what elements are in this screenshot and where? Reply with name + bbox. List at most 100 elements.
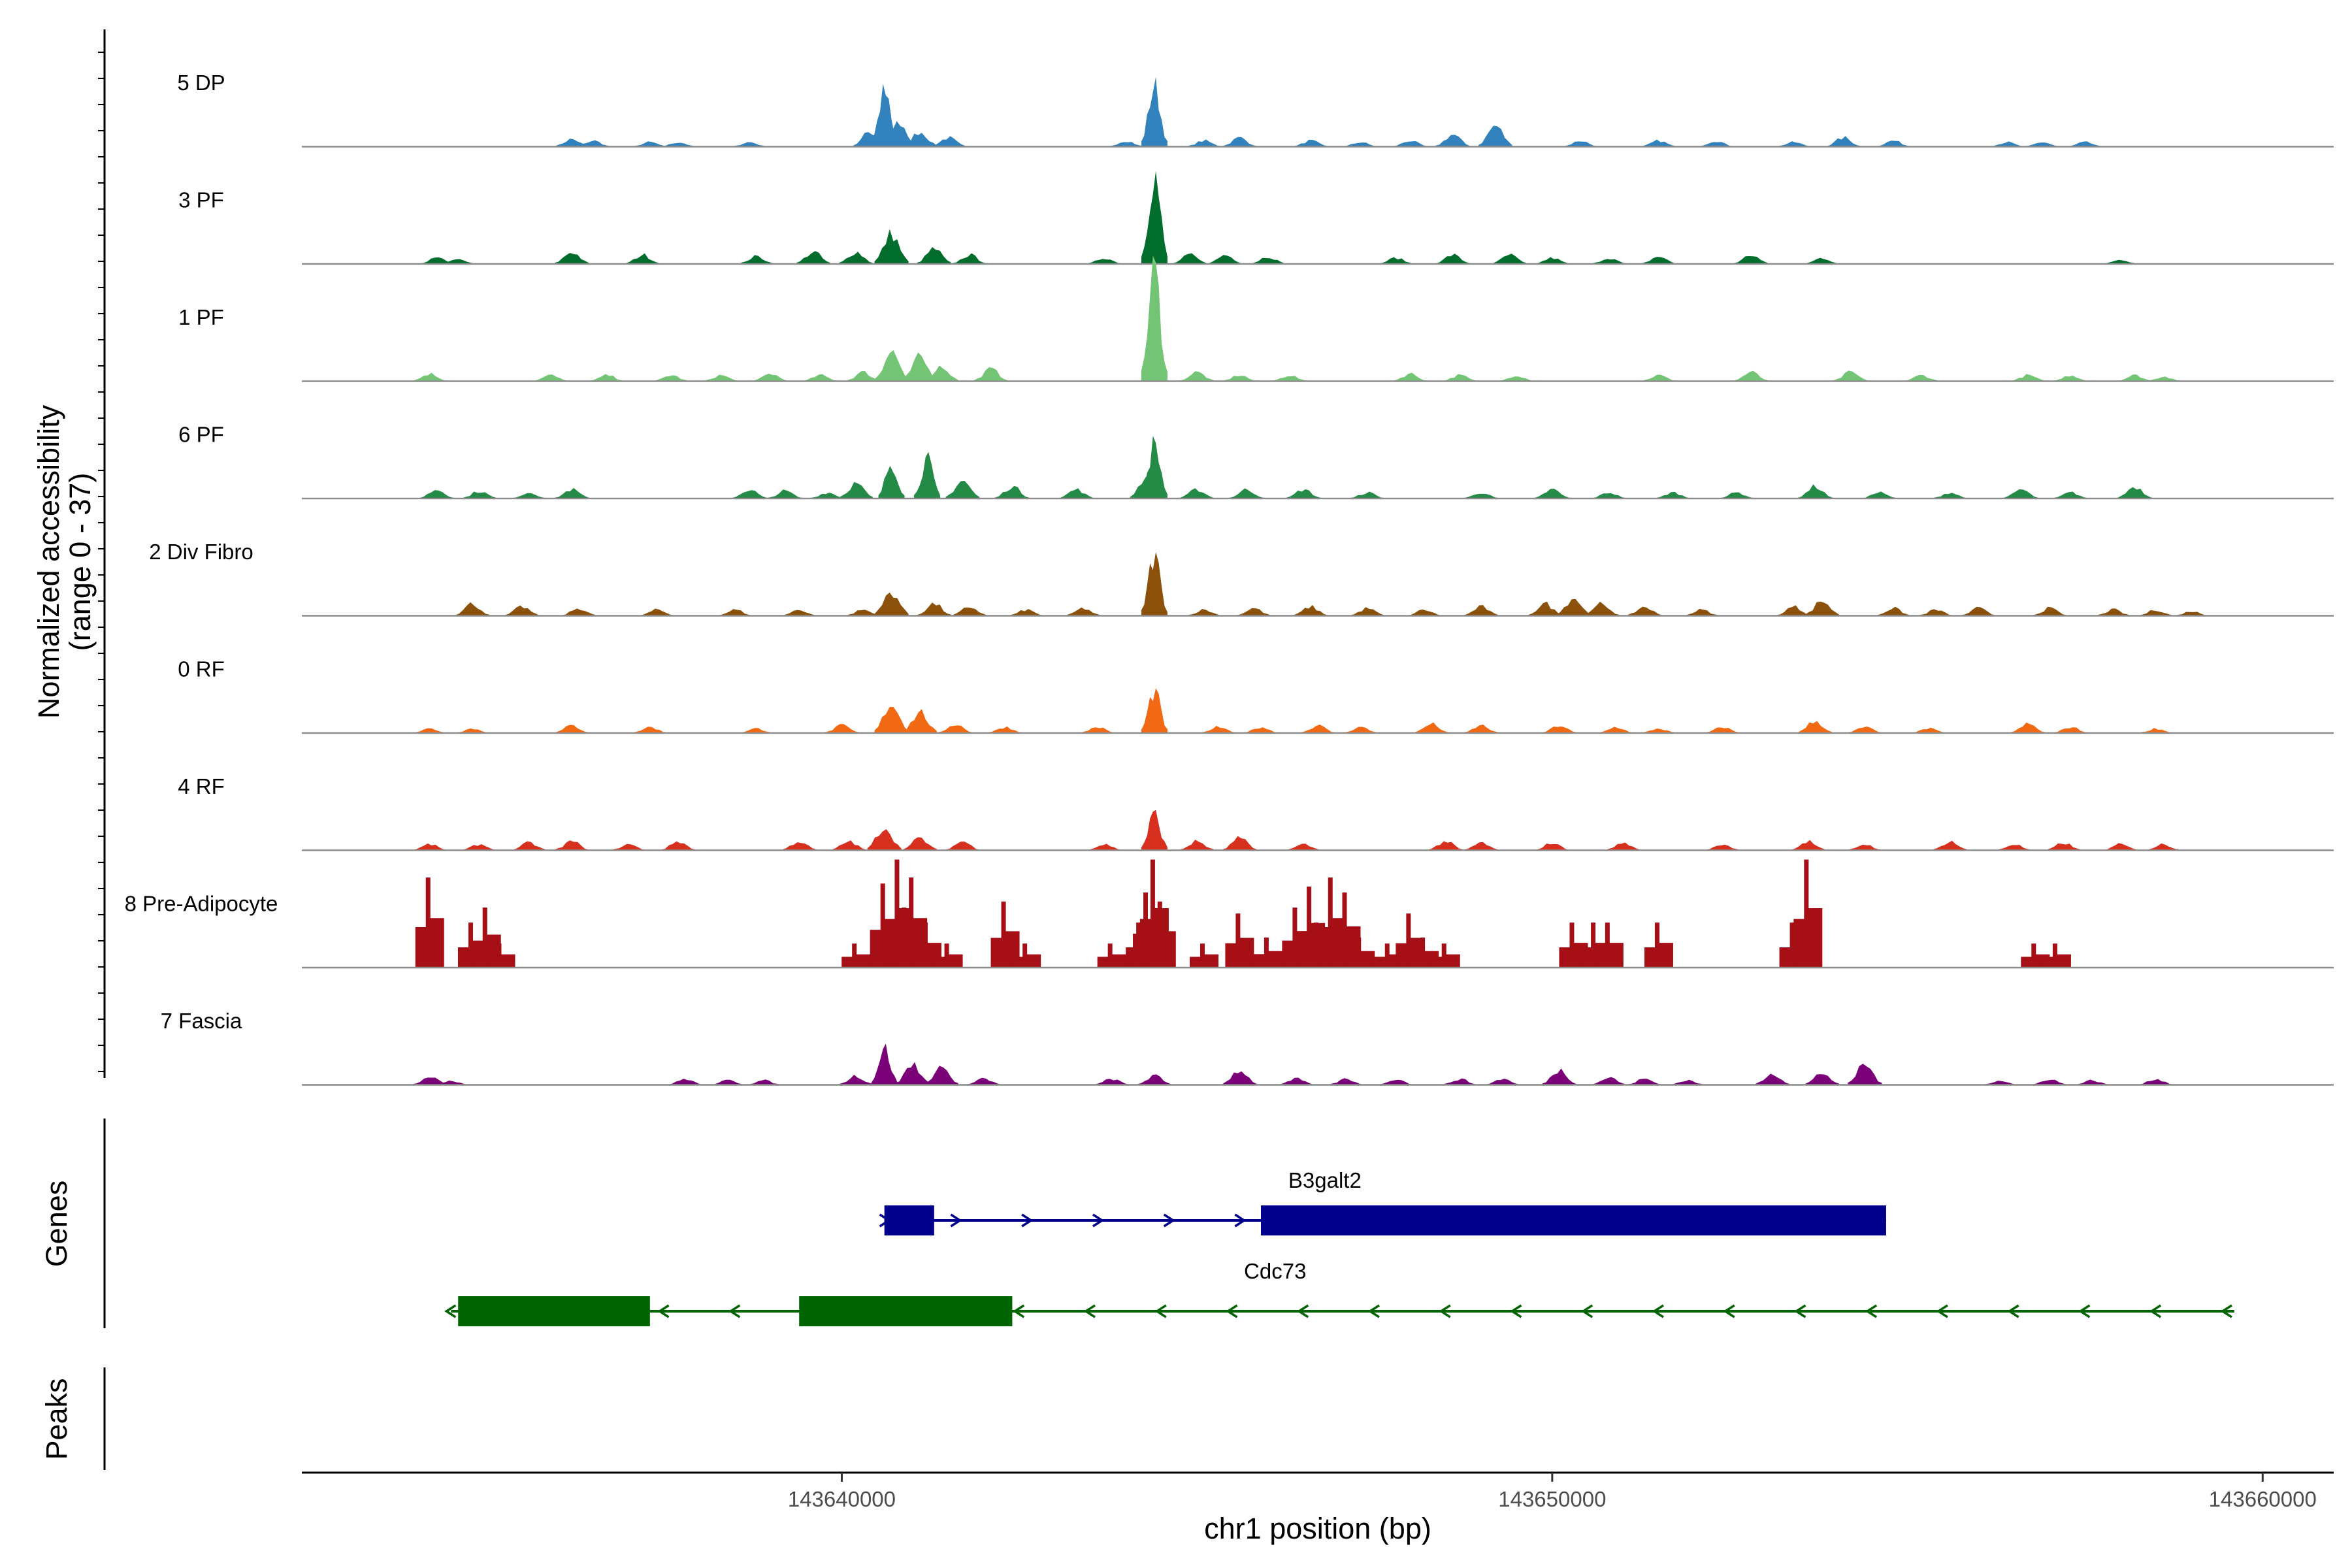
coverage-peak [1180,840,1215,851]
coverage-peak [1222,836,1257,851]
strand-arrow [1367,1304,1380,1318]
coverage-peak [1563,141,1598,147]
coverage-peak [1805,257,1840,264]
coverage-peak [2075,1079,2110,1085]
coverage-peak [1279,1077,1314,1085]
coverage-peak [2139,610,2174,616]
coverage-peak [1641,374,1676,382]
x-tick-label: 143650000 [1498,1487,1606,1511]
strand-arrow [1652,1304,1664,1318]
coverage-peak [896,1062,930,1085]
coverage-peak [1720,492,1754,498]
coverage-peak [434,1080,468,1085]
coverage-peak [1346,938,1375,968]
coverage-peak [874,229,909,264]
strand-arrow [2078,1304,2091,1318]
gene-exon [884,1205,934,1235]
coverage-peak [625,253,660,264]
coverage-peak [2033,1079,2067,1085]
coverage-peak [1805,1074,1840,1085]
coverage-peak [1542,1068,1576,1085]
coverage-peak [898,877,928,968]
coverage-peak [555,487,589,498]
coverage-peak [1798,721,1833,733]
coverage-peak [874,350,909,382]
coverage-peak [1141,436,1168,498]
coverage-peak [841,943,871,968]
coverage-peak [2117,487,2152,498]
strand-arrow [1234,1213,1247,1228]
strand-arrow [1021,1213,1034,1228]
coverage-peak [1776,605,1811,616]
coverage-peak [1201,726,1235,733]
coverage-peak [562,608,596,616]
coverage-peak [739,728,774,733]
coverage-peak [871,84,898,147]
coverage-peak [2053,376,2088,382]
coverage-peak [803,374,838,382]
coverage-peak [1141,809,1168,851]
coverage-peak [2068,141,2102,147]
strand-arrow [1154,1304,1167,1318]
coverage-peak [1982,1081,2017,1085]
coverage-peak [1798,484,1833,498]
coverage-peak [1097,943,1126,968]
coverage-peak [1443,374,1477,382]
gene-label: Cdc73 [1244,1259,1306,1283]
coverage-peak [1250,257,1285,264]
track-6-pf: 6 PF [178,423,2334,500]
coverage-peak [1431,943,1460,968]
coverage-peak [1350,491,1385,498]
coverage-peak [1644,923,1673,968]
coverage-peak [990,901,1020,968]
coverage-peak [455,728,489,733]
strand-arrow [950,1213,962,1228]
strand-arrow [2007,1304,2019,1318]
coverage-peak [1961,606,1996,616]
coverage-peak [555,139,589,147]
coverage-peak [1173,253,1207,264]
coverage-peak [1286,489,1321,498]
coverage-peak [903,837,938,851]
coverage-peak [846,370,881,382]
coverage-peak [1485,1079,1520,1085]
coverage-peak [1656,491,1690,498]
strand-arrow [1092,1213,1105,1228]
coverage-peak [1556,598,1591,616]
coverage-peak [462,491,497,498]
coverage-peak [1833,370,1868,382]
coverage-peak [1094,1079,1129,1085]
coverage-peak [782,842,817,851]
coverage-peak [1464,841,1499,851]
track-4-rf: 4 RF [178,774,2334,851]
coverage-peak [1066,607,1101,616]
coverage-peak [1848,1064,1882,1085]
gene-b3galt2: B3galt2 [879,1168,1886,1235]
coverage-peak [2042,943,2071,968]
x-tick-label: 143660000 [2209,1487,2317,1511]
coverage-peak [1584,601,1619,616]
coverage-peak [1350,607,1385,616]
coverage-peak [1641,139,1676,147]
coverage-peak [718,609,753,616]
coverage-peak [2117,374,2152,382]
coverage-peak [867,829,902,851]
coverage-peak [2146,376,2181,382]
y-axis-title-line: (range 0 - 37) [63,473,97,651]
coverage-peak [966,1077,1001,1085]
coverage-peak [1826,136,1861,147]
coverage-peak [412,372,447,382]
coverage-peak [874,592,909,616]
coverage-peak [1641,728,1676,733]
coverage-peak [1464,725,1499,733]
coverage-peak [1080,727,1115,733]
coverage-peak [711,1079,745,1085]
coverage-peak [505,605,540,616]
coverage-peak [1997,845,2031,851]
track-2-div-fibro: 2 Div Fibro [149,540,2334,617]
coverage-peak [1734,370,1769,382]
coverage-peak [1137,1074,1171,1085]
coverage-peak [1059,488,1094,498]
coverage-peak [1933,493,1967,498]
coverage-peak [412,1077,447,1085]
